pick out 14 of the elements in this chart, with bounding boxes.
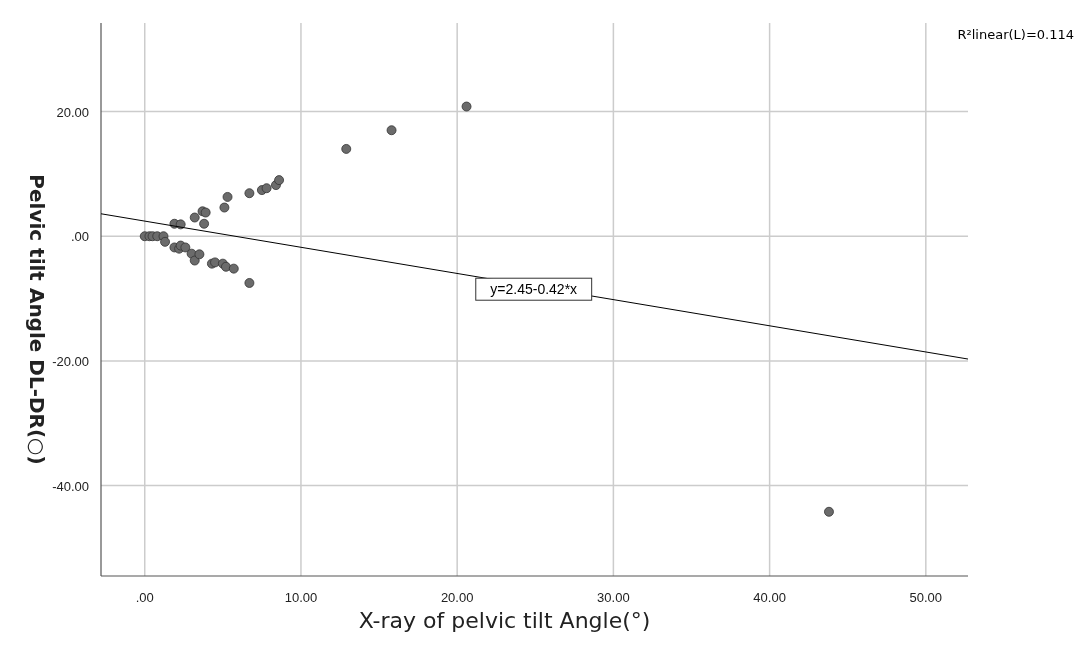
x-tick-label: 50.00 — [909, 590, 943, 605]
annotation: y=2.45-0.42*x — [490, 281, 578, 298]
y-tick-label: .00 — [70, 229, 89, 245]
x-tick-label: 30.00 — [597, 590, 630, 605]
annotation: R²linear(L)=0.114 — [957, 27, 1074, 42]
y-tick-label: -40.00 — [52, 478, 89, 494]
x-tick-label: 10.00 — [284, 590, 318, 605]
y-tick-label: -20.00 — [52, 353, 89, 369]
y-tick-label: 20.00 — [56, 104, 89, 120]
y-axis-title: Pelvic tilt Angle DL-DR(○) — [25, 174, 49, 465]
x-tick-label: 20.00 — [440, 590, 474, 605]
x-axis-title: X-ray of pelvic tilt Angle(°) — [358, 608, 651, 633]
x-tick-label: .00 — [135, 590, 154, 605]
x-tick-label: 40.00 — [753, 590, 786, 605]
